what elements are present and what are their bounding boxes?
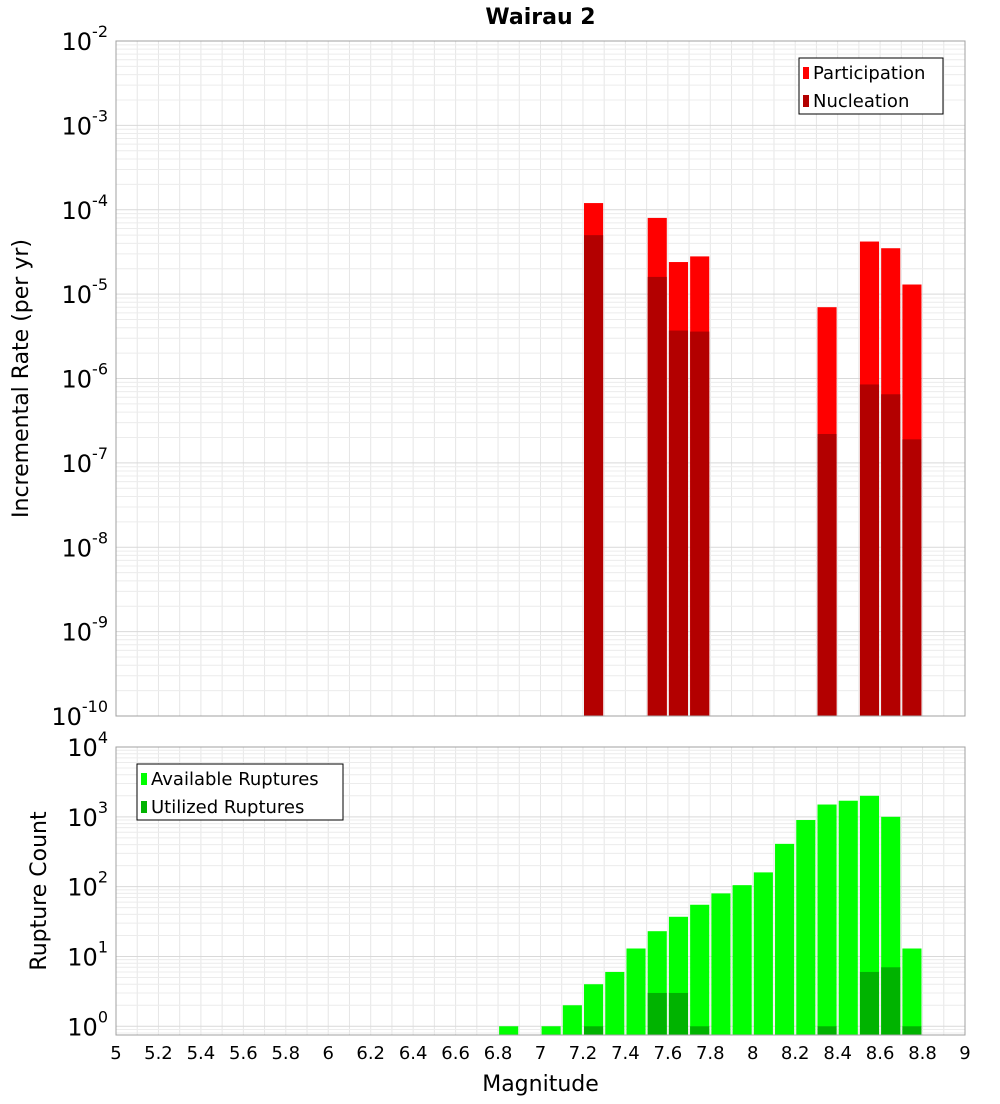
panel-1-y-axis-label: Incremental Rate (per yr) — [9, 239, 34, 518]
panel-2-legend-swatch — [141, 773, 147, 785]
panel-2-bar — [668, 992, 689, 1035]
panel-2-x-tick-label: 5.6 — [229, 1043, 258, 1064]
panel-2-bar — [584, 984, 604, 1035]
panel-2-bar — [584, 1026, 604, 1035]
panel-2-bar — [499, 1026, 519, 1035]
panel-2-y-tick-label: 102 — [67, 868, 108, 902]
panel-1-legend-box — [798, 57, 944, 115]
panel-1-legend-swatch — [803, 95, 809, 107]
panel-2-bar — [626, 948, 646, 1035]
panel-2-legend: Available Ruptures Utilized Ruptures — [136, 763, 344, 821]
panel-2-x-tick-label: 7.2 — [569, 1043, 598, 1064]
panel-1-y-tick-label: 10-4 — [62, 191, 109, 225]
panel-1-bar — [859, 384, 880, 716]
panel-1-plot-frame — [115, 40, 966, 717]
panel-1-legend-label: Nucleation — [813, 91, 909, 112]
panel-2-series-2 — [584, 967, 922, 1035]
panel-2-x-tick-label: 7 — [535, 1043, 546, 1064]
panel-2-x-tick-label: 7.4 — [611, 1043, 640, 1064]
panel-2-y-tick-label: 100 — [67, 1007, 108, 1041]
panel-1-bar — [881, 394, 901, 716]
panel-2-bar — [562, 1005, 582, 1035]
panel-2-y-tick-label: 101 — [67, 937, 108, 971]
panel-1-legend-swatch — [803, 67, 809, 79]
panel-2-bar — [775, 843, 795, 1035]
panel-2-x-tick-label: 9 — [959, 1043, 970, 1064]
panel-1-bar — [584, 235, 604, 716]
panel-2-bar — [817, 804, 837, 1035]
panel-2-x-tick-label: 8.4 — [823, 1043, 852, 1064]
panel-2-series-1 — [499, 795, 922, 1035]
panel-2-x-tick-label: 7.6 — [654, 1043, 683, 1064]
panel-1-y-tick-label: 10-9 — [62, 613, 109, 647]
panel-2-bar — [690, 1026, 710, 1035]
panel-2-legend-label: Utilized Ruptures — [151, 797, 304, 818]
panel-1-bar — [817, 433, 837, 716]
panel-2-bar — [796, 820, 816, 1035]
panel-2-bar — [753, 872, 773, 1035]
panel-1-bar — [647, 276, 667, 716]
panel-1-bar — [668, 330, 689, 716]
panel-2-x-tick-label: 6.2 — [356, 1043, 385, 1064]
panel-2-x-tick-label: 8.6 — [866, 1043, 895, 1064]
panel-2-x-tick-label: 5.8 — [271, 1043, 300, 1064]
panel-1-bar — [902, 439, 922, 716]
panel-1-legend: Participation Nucleation — [798, 57, 944, 115]
panel-2-legend-swatch — [141, 801, 147, 813]
panel-1-title: Wairau 2 — [485, 5, 595, 30]
panel-2-x-tick-label: 5 — [110, 1043, 121, 1064]
panel-1-y-tick-label: 10-7 — [62, 444, 109, 478]
panel-2-y-tick-label: 104 — [67, 728, 108, 762]
panel-1-series-2 — [584, 235, 922, 716]
panel-2-x-tick-label: 8.2 — [781, 1043, 810, 1064]
panel-2-bar — [711, 893, 731, 1035]
panel-1-legend-label: Participation — [813, 63, 925, 84]
panel-2-x-tick-label: 6.4 — [399, 1043, 428, 1064]
panel-1-y-tick-label: 10-3 — [62, 106, 109, 140]
panel-2-bar — [732, 885, 752, 1035]
panel-2-x-tick-label: 5.4 — [187, 1043, 216, 1064]
panel-2-legend-label: Available Ruptures — [151, 769, 319, 790]
panel-2-bar — [541, 1026, 561, 1035]
panel-2-x-tick-label: 6.8 — [484, 1043, 513, 1064]
panel-2-bar — [647, 992, 667, 1035]
panel-2-x-axis-label: Magnitude — [482, 1072, 599, 1097]
panel-2-x-tick-label: 8 — [747, 1043, 758, 1064]
panel-2-bar — [902, 1026, 922, 1035]
panel-2-x-tick-label: 6.6 — [441, 1043, 470, 1064]
panel-1-bar — [690, 331, 710, 716]
panel-1-grid — [115, 40, 966, 717]
panel-1-y-tick-label: 10-6 — [62, 360, 109, 394]
panel-2-bar — [690, 904, 710, 1035]
panel-2-bar — [838, 800, 858, 1035]
panel-1-y-tick-label: 10-8 — [62, 528, 109, 562]
panel-1-y-tick-label: 10-2 — [62, 22, 109, 56]
panel-2-x-tick-label: 5.2 — [144, 1043, 173, 1064]
panel-2-x-tick-label: 8.8 — [908, 1043, 937, 1064]
panel-2-x-tick-label: 6 — [323, 1043, 334, 1064]
panel-2-legend-box — [136, 763, 344, 821]
panel-2-y-axis-label: Rupture Count — [27, 811, 52, 971]
panel-2-bar — [902, 948, 922, 1035]
panel-2-y-tick-label: 103 — [67, 798, 108, 832]
panel-1-y-tick-label: 10-5 — [62, 275, 109, 309]
panel-2-bar — [817, 1026, 837, 1035]
panel-2-bar — [605, 971, 625, 1035]
panel-1-y-tick-label: 10-10 — [51, 697, 108, 731]
panel-2-bar — [859, 971, 880, 1035]
panel-2-plot-frame — [115, 746, 966, 1036]
panel-2-x-tick-label: 7.8 — [696, 1043, 725, 1064]
panel-2-bar — [881, 967, 901, 1035]
